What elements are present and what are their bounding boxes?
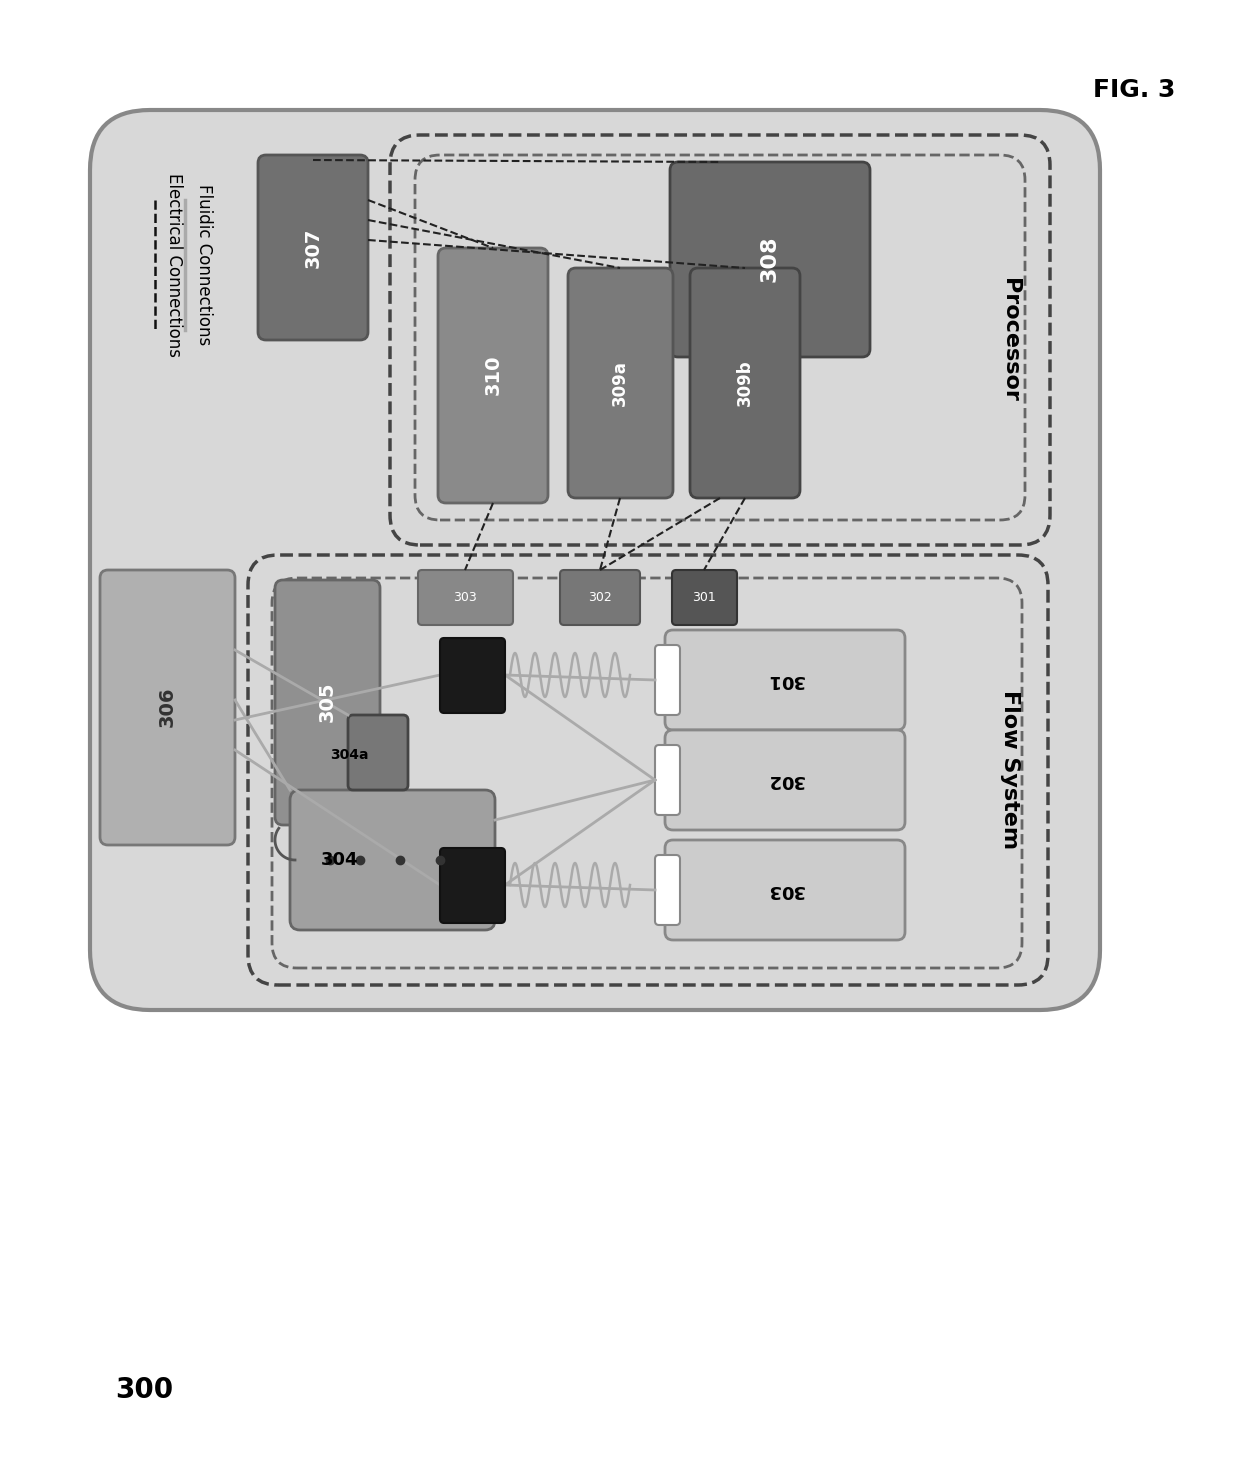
Text: Flow System: Flow System (999, 690, 1021, 850)
FancyBboxPatch shape (440, 638, 505, 713)
FancyBboxPatch shape (655, 855, 680, 925)
Text: Processor: Processor (999, 278, 1021, 402)
Text: 309b: 309b (737, 360, 754, 406)
Text: 306: 306 (157, 687, 176, 727)
Text: 309a: 309a (611, 360, 629, 406)
Text: 301: 301 (692, 590, 715, 603)
FancyBboxPatch shape (560, 569, 640, 625)
FancyBboxPatch shape (100, 569, 236, 844)
FancyBboxPatch shape (670, 162, 870, 357)
Text: 310: 310 (484, 355, 502, 396)
FancyBboxPatch shape (665, 840, 905, 940)
FancyBboxPatch shape (348, 715, 408, 790)
Text: FIG. 3: FIG. 3 (1092, 78, 1176, 101)
Text: 304: 304 (321, 852, 358, 869)
FancyBboxPatch shape (665, 630, 905, 730)
FancyBboxPatch shape (665, 730, 905, 830)
Text: 301: 301 (766, 671, 804, 688)
FancyBboxPatch shape (672, 569, 737, 625)
FancyBboxPatch shape (655, 744, 680, 815)
FancyBboxPatch shape (568, 268, 673, 499)
Text: Fluidic Connections: Fluidic Connections (195, 184, 213, 346)
Text: Electrical Connections: Electrical Connections (165, 174, 184, 357)
FancyBboxPatch shape (275, 580, 379, 825)
Text: 305: 305 (317, 681, 336, 722)
Text: 308: 308 (760, 235, 780, 282)
Text: 307: 307 (304, 228, 322, 268)
Text: 302: 302 (766, 771, 804, 788)
FancyBboxPatch shape (290, 790, 495, 930)
Text: 300: 300 (115, 1375, 174, 1403)
Text: 302: 302 (588, 590, 611, 603)
FancyBboxPatch shape (689, 268, 800, 499)
FancyBboxPatch shape (258, 154, 368, 340)
Text: 304a: 304a (330, 747, 368, 762)
FancyBboxPatch shape (418, 569, 513, 625)
Text: 303: 303 (453, 590, 477, 603)
FancyBboxPatch shape (91, 110, 1100, 1011)
FancyBboxPatch shape (438, 249, 548, 503)
Text: 303: 303 (766, 881, 804, 899)
FancyBboxPatch shape (655, 644, 680, 715)
FancyBboxPatch shape (440, 847, 505, 922)
